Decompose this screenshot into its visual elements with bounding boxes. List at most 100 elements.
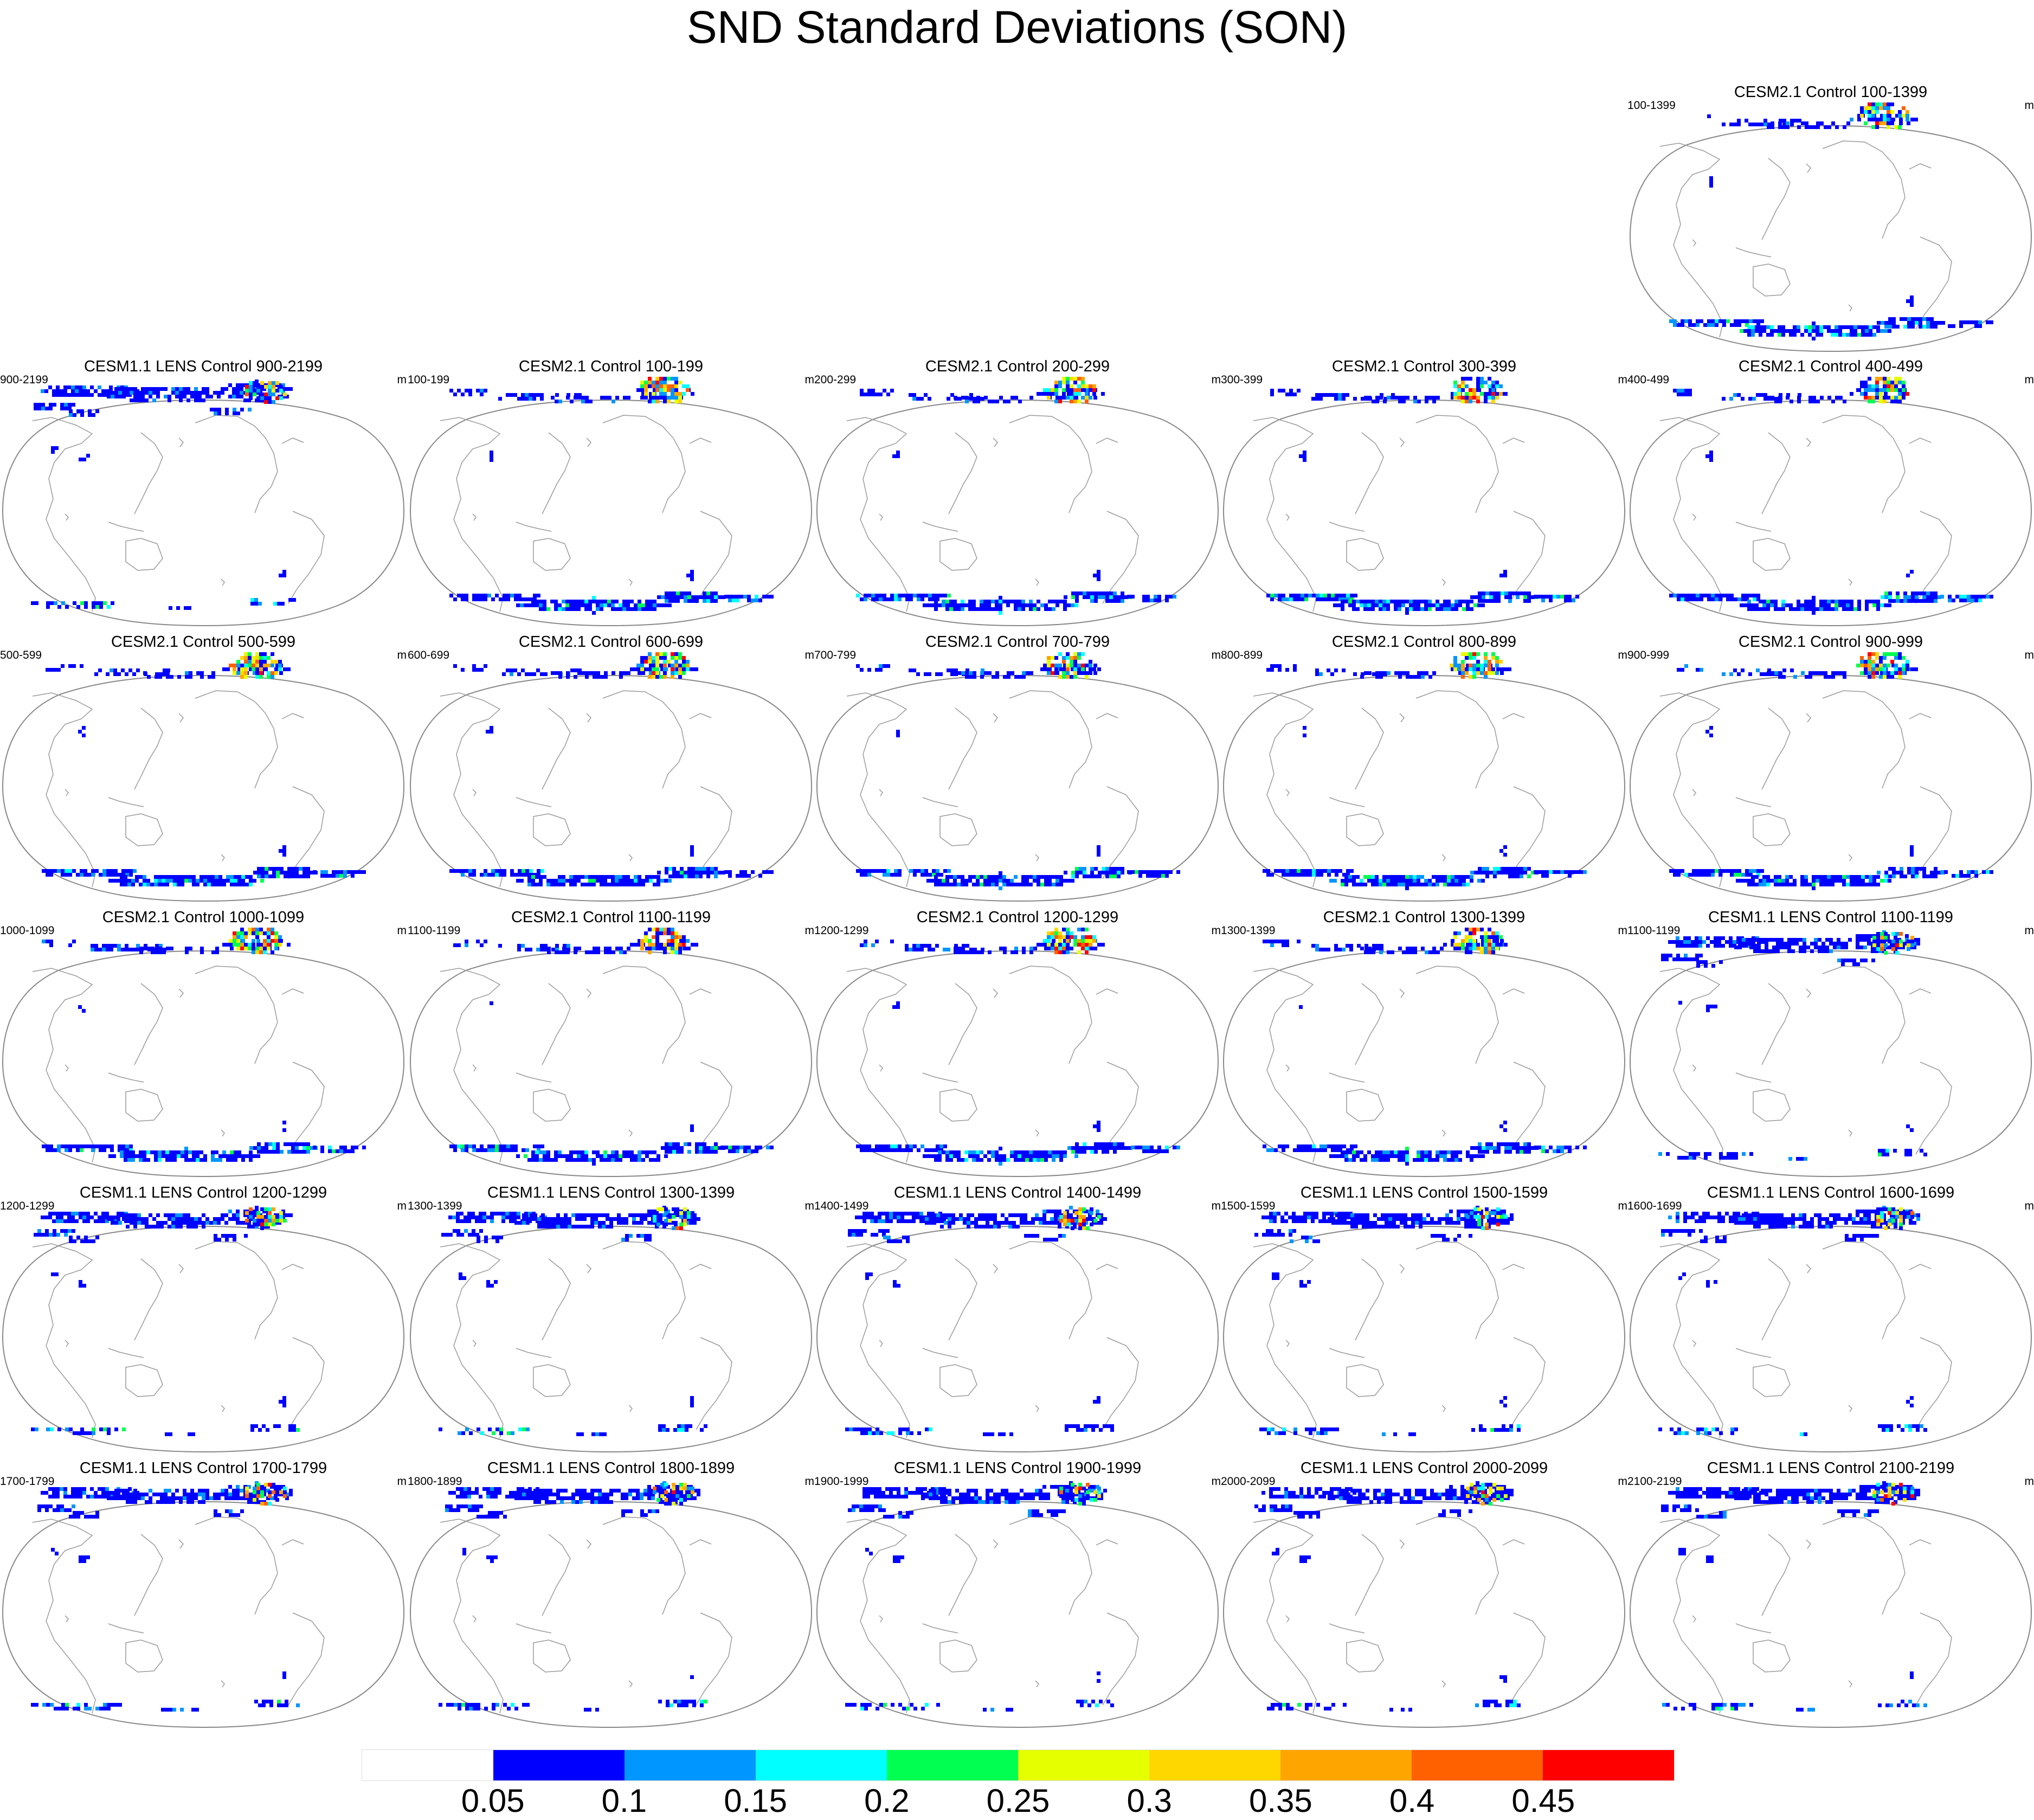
snow-cell xyxy=(1850,607,1853,611)
snow-cell xyxy=(1871,125,1875,129)
snow-cell xyxy=(684,599,687,603)
snow-cell xyxy=(1684,393,1688,396)
snow-cell xyxy=(1335,594,1338,597)
snow-cell xyxy=(98,385,101,389)
snow-cell xyxy=(181,883,184,886)
snow-cell xyxy=(648,384,652,388)
snow-cell xyxy=(1477,388,1481,392)
snow-cell xyxy=(1794,119,1798,123)
snow-cell xyxy=(249,381,253,385)
snow-cell xyxy=(1014,396,1018,400)
snow-cell xyxy=(615,396,619,400)
snow-cell xyxy=(668,874,672,878)
snow-cell xyxy=(1967,320,1971,324)
snow-cell xyxy=(252,931,255,935)
snow-cell xyxy=(596,1154,600,1158)
snow-cell xyxy=(1090,874,1094,878)
snow-cell xyxy=(957,1158,961,1162)
snow-cell xyxy=(706,595,710,599)
snow-cell xyxy=(1553,870,1556,874)
snow-cell xyxy=(522,873,525,877)
snow-cell xyxy=(1338,393,1342,397)
snow-cell xyxy=(909,948,912,951)
snow-cell xyxy=(461,597,465,601)
snow-cell xyxy=(706,1146,710,1150)
snow-cell xyxy=(1047,664,1051,667)
snow-cell xyxy=(86,389,90,393)
snow-cell xyxy=(516,1154,520,1158)
snow-cell xyxy=(1331,594,1335,597)
snow-cell xyxy=(506,597,510,601)
snow-cell xyxy=(1044,943,1048,947)
snow-cell xyxy=(1709,176,1713,180)
snow-cell xyxy=(1898,388,1902,392)
snow-cell xyxy=(282,845,286,849)
snow-cell xyxy=(577,396,581,400)
snow-cell xyxy=(199,1150,203,1154)
snow-cell xyxy=(1303,458,1306,462)
snow-cell xyxy=(169,606,172,610)
snow-cell xyxy=(539,879,543,883)
snow-cell xyxy=(1846,333,1850,337)
snow-cell xyxy=(1458,883,1462,886)
snow-cell xyxy=(1425,400,1428,403)
snow-cell xyxy=(276,1142,280,1146)
snow-cell xyxy=(1405,600,1409,603)
snow-cell xyxy=(1827,883,1831,886)
snow-cell xyxy=(1978,320,1982,324)
snow-cell xyxy=(634,875,638,879)
snow-cell xyxy=(255,667,259,671)
snow-cell xyxy=(615,879,619,883)
snow-cell xyxy=(268,1142,272,1146)
snow-cell xyxy=(1466,1150,1470,1154)
snow-cell xyxy=(135,1154,139,1158)
snow-cell xyxy=(691,871,695,874)
snow-cell xyxy=(495,869,499,873)
snow-cell xyxy=(928,1148,932,1152)
snow-cell xyxy=(917,597,921,601)
snow-cell xyxy=(663,388,667,392)
snow-cell xyxy=(124,1154,127,1158)
snow-cell xyxy=(1868,664,1871,667)
snow-cell xyxy=(465,869,468,873)
snow-cell xyxy=(234,1150,237,1154)
snow-cell xyxy=(56,385,60,389)
snow-cell xyxy=(1888,114,1891,118)
snow-cell xyxy=(1484,652,1488,656)
snow-cell xyxy=(275,381,279,385)
snow-cell xyxy=(649,1150,653,1154)
snow-cell xyxy=(1681,319,1684,323)
snow-cell xyxy=(1488,392,1491,396)
snow-cell xyxy=(95,601,99,605)
world-map xyxy=(816,377,1219,627)
snow-cell xyxy=(1681,389,1684,393)
snow-cell xyxy=(957,883,961,886)
snow-cell xyxy=(695,1150,699,1154)
snow-cell xyxy=(1779,119,1782,123)
snow-cell xyxy=(1756,319,1760,323)
snow-cell xyxy=(1480,381,1484,384)
snow-cell xyxy=(1865,600,1869,603)
snow-cell xyxy=(600,1154,603,1158)
snow-cell xyxy=(1375,883,1379,886)
snow-cell xyxy=(248,928,252,931)
snow-cell xyxy=(253,393,256,396)
snow-cell xyxy=(1323,594,1327,597)
snow-cell xyxy=(465,1148,468,1152)
snow-cell xyxy=(659,396,663,400)
snow-cell xyxy=(1466,883,1470,886)
snow-cell xyxy=(886,1144,890,1148)
snow-cell xyxy=(1846,600,1850,603)
snow-cell xyxy=(961,396,965,400)
snow-cell xyxy=(1344,600,1348,603)
snow-cell xyxy=(607,883,611,886)
snow-cell xyxy=(76,409,80,413)
snow-cell xyxy=(1915,599,1919,603)
snow-cell xyxy=(1774,607,1778,611)
snow-cell xyxy=(1043,939,1047,943)
snow-cell xyxy=(453,943,457,947)
snow-cell xyxy=(684,874,687,878)
snow-cell xyxy=(758,599,762,602)
snow-cell xyxy=(1560,870,1564,874)
snow-cell xyxy=(653,600,656,603)
